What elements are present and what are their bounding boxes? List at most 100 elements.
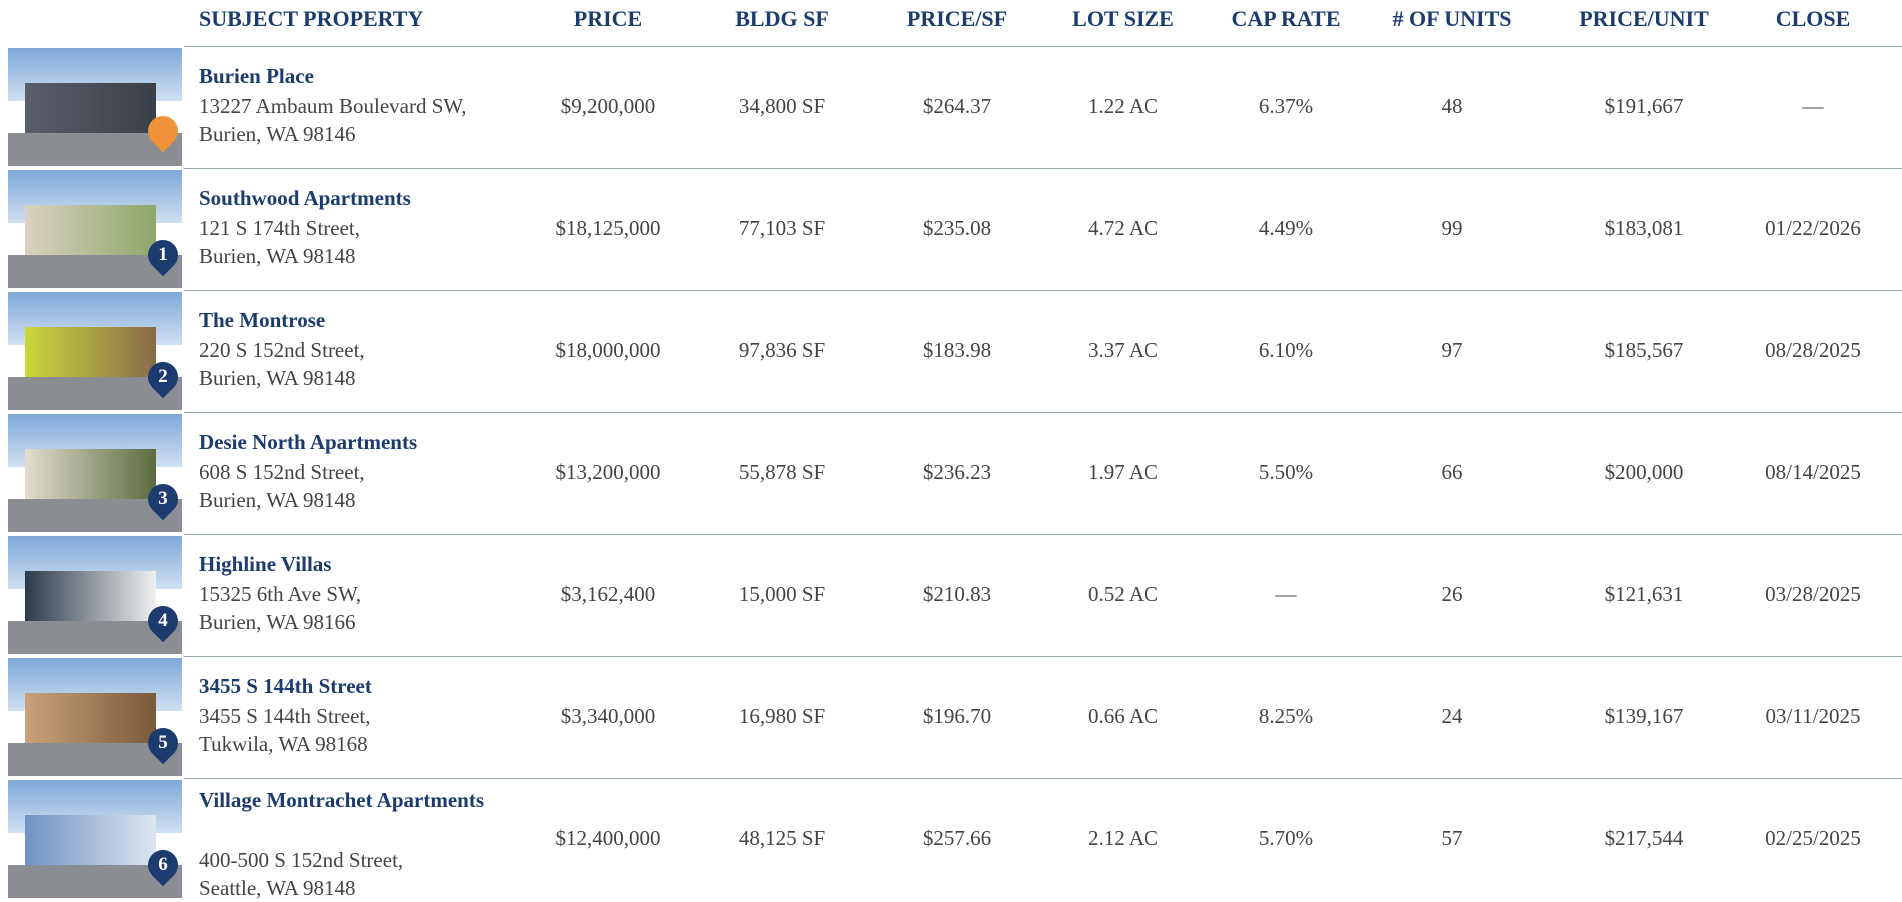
property-value: 6.10% bbox=[1258, 338, 1314, 362]
property-value: $3,340,000 bbox=[560, 704, 656, 728]
property-value: 99 bbox=[1441, 216, 1463, 240]
property-address: 15325 6th Ave SW, bbox=[199, 582, 362, 606]
property-value: 2.12 AC bbox=[1087, 826, 1159, 850]
property-value: 8.25% bbox=[1258, 704, 1314, 728]
column-header: PRICE/SF bbox=[906, 6, 1008, 31]
property-photo bbox=[8, 658, 182, 776]
property-photo bbox=[8, 536, 182, 654]
property-value: 97 bbox=[1441, 338, 1463, 362]
property-value: $183,081 bbox=[1604, 216, 1684, 240]
property-name: 3455 S 144th Street bbox=[199, 674, 372, 698]
property-name: Desie North Apartments bbox=[199, 430, 418, 454]
property-photo bbox=[8, 780, 182, 898]
property-photo bbox=[8, 170, 182, 288]
property-value: 08/14/2025 bbox=[1765, 460, 1861, 484]
property-value: $139,167 bbox=[1604, 704, 1684, 728]
property-address: Burien, WA 98166 bbox=[199, 610, 356, 634]
property-value: $3,162,400 bbox=[560, 582, 656, 606]
property-value: 02/25/2025 bbox=[1765, 826, 1861, 850]
property-value: — bbox=[1802, 94, 1824, 118]
property-value: $264.37 bbox=[922, 94, 992, 118]
property-value: 16,980 SF bbox=[738, 704, 826, 728]
property-value: 66 bbox=[1441, 460, 1463, 484]
property-value: 3.37 AC bbox=[1087, 338, 1159, 362]
property-value: 0.52 AC bbox=[1087, 582, 1159, 606]
column-header: CAP RATE bbox=[1231, 6, 1341, 31]
property-address: Burien, WA 98148 bbox=[199, 488, 356, 512]
row-divider bbox=[184, 412, 1902, 413]
property-photo bbox=[8, 414, 182, 532]
photo-building bbox=[25, 449, 156, 503]
property-value: 6.37% bbox=[1258, 94, 1314, 118]
property-address: Burien, WA 98148 bbox=[199, 366, 356, 390]
property-row: 6 Village Montrachet Apartments 400-500 S … bbox=[0, 778, 1902, 900]
photo-building bbox=[25, 83, 156, 137]
column-header: # OF UNITS bbox=[1392, 6, 1512, 31]
property-value: 01/22/2026 bbox=[1765, 216, 1861, 240]
property-value: $257.66 bbox=[922, 826, 992, 850]
property-name: Village Montrachet Apartments bbox=[199, 788, 484, 812]
photo-building bbox=[25, 693, 156, 747]
property-value: 5.50% bbox=[1258, 460, 1314, 484]
property-row: 1 Southwood Apartments 121 S 174th Street,… bbox=[0, 168, 1902, 290]
row-divider bbox=[184, 46, 1902, 47]
property-value: 34,800 SF bbox=[738, 94, 826, 118]
column-header: BLDG SF bbox=[735, 6, 829, 31]
property-address: Seattle, WA 98148 bbox=[199, 876, 356, 900]
property-name: Burien Place bbox=[199, 64, 314, 88]
property-address: Tukwila, WA 98168 bbox=[199, 732, 368, 756]
property-row: Burien Place 13227 Ambaum Boulevard SW, Bu… bbox=[0, 46, 1902, 168]
property-name: Southwood Apartments bbox=[199, 186, 411, 210]
property-value: 15,000 SF bbox=[738, 582, 826, 606]
property-value: $210.83 bbox=[922, 582, 992, 606]
row-divider bbox=[184, 290, 1902, 291]
property-row: 2 The Montrose 220 S 152nd Street, Burien, … bbox=[0, 290, 1902, 412]
property-value: 03/11/2025 bbox=[1765, 704, 1861, 728]
property-address: 608 S 152nd Street, bbox=[199, 460, 365, 484]
property-name: The Montrose bbox=[199, 308, 326, 332]
property-value: 77,103 SF bbox=[738, 216, 826, 240]
property-address: Burien, WA 98146 bbox=[199, 122, 356, 146]
property-address: 13227 Ambaum Boulevard SW, bbox=[199, 94, 467, 118]
property-value: 24 bbox=[1441, 704, 1463, 728]
property-value: 48,125 SF bbox=[738, 826, 826, 850]
property-value: $18,125,000 bbox=[555, 216, 661, 240]
photo-building bbox=[25, 571, 156, 625]
property-address: 220 S 152nd Street, bbox=[199, 338, 365, 362]
property-value: 97,836 SF bbox=[738, 338, 826, 362]
map-pin-number: 3 bbox=[158, 488, 168, 509]
column-header: PRICE/UNIT bbox=[1579, 6, 1709, 31]
photo-building bbox=[25, 327, 156, 381]
property-row: 5 3455 S 144th Street 3455 S 144th Street,… bbox=[0, 656, 1902, 778]
property-value: 1.22 AC bbox=[1087, 94, 1159, 118]
property-address: 400-500 S 152nd Street, bbox=[199, 848, 404, 872]
property-photo bbox=[8, 48, 182, 166]
property-value: 55,878 SF bbox=[738, 460, 826, 484]
property-value: 0.66 AC bbox=[1087, 704, 1159, 728]
property-value: $13,200,000 bbox=[555, 460, 661, 484]
property-value: 08/28/2025 bbox=[1765, 338, 1861, 362]
property-value: $236.23 bbox=[922, 460, 992, 484]
property-value: 26 bbox=[1441, 582, 1463, 606]
map-pin-number: 4 bbox=[158, 610, 168, 631]
column-header: PRICE bbox=[573, 6, 643, 31]
row-divider bbox=[184, 168, 1902, 169]
property-row: 4 Highline Villas 15325 6th Ave SW, Burien,… bbox=[0, 534, 1902, 656]
column-header: LOT SIZE bbox=[1072, 6, 1174, 31]
property-value: $200,000 bbox=[1604, 460, 1684, 484]
property-name: Highline Villas bbox=[199, 552, 332, 576]
property-value: $12,400,000 bbox=[555, 826, 661, 850]
property-value: $9,200,000 bbox=[560, 94, 656, 118]
map-pin-number: 2 bbox=[158, 366, 168, 387]
property-value: $196.70 bbox=[922, 704, 992, 728]
row-divider bbox=[184, 656, 1902, 657]
property-value: 03/28/2025 bbox=[1765, 582, 1861, 606]
column-header: CLOSE bbox=[1775, 6, 1851, 31]
property-value: 48 bbox=[1441, 94, 1463, 118]
property-address: 121 S 174th Street, bbox=[199, 216, 360, 240]
property-value: $18,000,000 bbox=[555, 338, 661, 362]
property-value: $183.98 bbox=[922, 338, 992, 362]
photo-building bbox=[25, 815, 156, 869]
row-divider bbox=[184, 534, 1902, 535]
